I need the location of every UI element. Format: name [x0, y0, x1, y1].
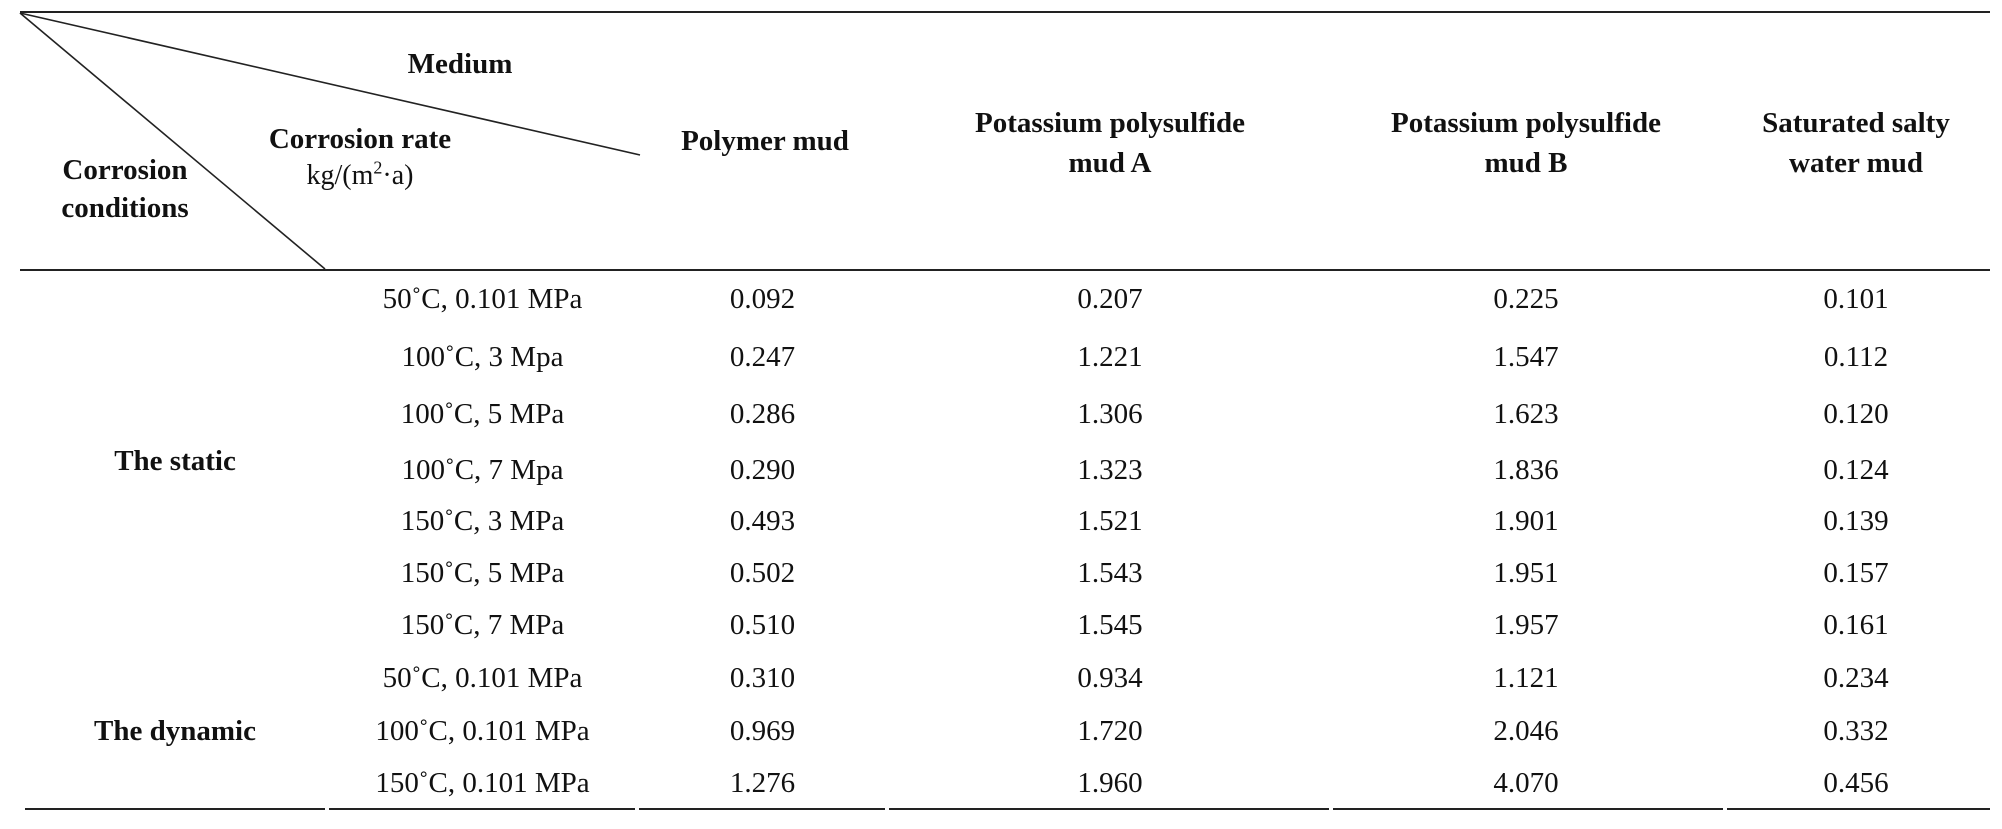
- table-row-condition: 150˚C, 5 MPa: [400, 557, 565, 589]
- column-header-polymer-mud: Polymer mud: [681, 125, 849, 157]
- table-cell: 0.332: [1823, 715, 1889, 747]
- table-cell: 0.247: [729, 341, 796, 373]
- table-cell: 0.161: [1823, 609, 1889, 641]
- table-cell: 0.112: [1823, 341, 1889, 373]
- table-cell: 1.521: [1077, 505, 1143, 537]
- table-cell: 1.543: [1077, 557, 1143, 589]
- group-label-dynamic: The dynamic: [94, 715, 256, 747]
- table-cell: 1.545: [1077, 609, 1143, 641]
- table-cell: 0.101: [1823, 283, 1889, 315]
- table-row-condition: 150˚C, 0.101 MPa: [375, 767, 590, 799]
- table-cell: 0.124: [1823, 454, 1889, 486]
- table-cell: 1.960: [1077, 767, 1143, 799]
- table-row-condition: 150˚C, 3 MPa: [400, 505, 565, 537]
- table-cell: 1.720: [1077, 715, 1143, 747]
- corrosion-rate-unit: kg/(m2·a): [306, 157, 414, 191]
- table-cell: 0.120: [1823, 398, 1889, 430]
- table-row-condition: 50˚C, 0.101 MPa: [382, 283, 583, 315]
- table-cell: 0.969: [729, 715, 796, 747]
- table-cell: 0.157: [1823, 557, 1889, 589]
- corrosion-conditions-label: Corrosion conditions: [61, 154, 189, 224]
- header-bottom-rule: [20, 269, 1990, 271]
- table-cell: 1.276: [729, 767, 796, 799]
- table-row-condition: 100˚C, 7 Mpa: [401, 454, 564, 486]
- table-cell: 0.934: [1077, 662, 1143, 694]
- table-row-condition: 100˚C, 3 Mpa: [401, 341, 564, 373]
- column-header-saturated-salty-water: Saturated salty water mud: [1762, 107, 1950, 179]
- table-cell: 4.070: [1493, 767, 1559, 799]
- table-row-condition: 50˚C, 0.101 MPa: [382, 662, 583, 694]
- table-cell: 1.901: [1493, 505, 1559, 537]
- table-cell: 0.234: [1823, 662, 1889, 694]
- table-row-condition: 100˚C, 0.101 MPa: [375, 715, 590, 747]
- table-bottom-rule: [25, 808, 325, 810]
- table-row-condition: 100˚C, 5 MPa: [400, 398, 565, 430]
- table-top-rule: [20, 11, 1990, 13]
- table-cell: 1.547: [1493, 341, 1559, 373]
- table-cell: 1.957: [1493, 609, 1559, 641]
- table-cell: 1.623: [1493, 398, 1559, 430]
- table-row-condition: 150˚C, 7 MPa: [400, 609, 565, 641]
- table-bottom-rule: [889, 808, 1329, 810]
- table-cell: 0.225: [1493, 283, 1559, 315]
- table-cell: 1.221: [1077, 341, 1143, 373]
- table-cell: 2.046: [1493, 715, 1559, 747]
- table-cell: 0.510: [729, 609, 796, 641]
- table-cell: 0.290: [729, 454, 796, 486]
- medium-label: Medium: [407, 48, 513, 80]
- corrosion-rate-label: Corrosion rate: [268, 123, 452, 155]
- column-header-potassium-polysulfide-b: Potassium polysulfide mud B: [1391, 107, 1661, 179]
- table-bottom-rule: [639, 808, 885, 810]
- group-label-static: The static: [114, 445, 236, 477]
- table-cell: 0.286: [729, 398, 796, 430]
- table-cell: 1.306: [1077, 398, 1143, 430]
- table-cell: 0.502: [729, 557, 796, 589]
- table-bottom-rule: [1727, 808, 1990, 810]
- table-bottom-rule: [1333, 808, 1723, 810]
- table-cell: 0.456: [1823, 767, 1889, 799]
- table-cell: 0.207: [1077, 283, 1143, 315]
- table-cell: 1.951: [1493, 557, 1559, 589]
- column-header-potassium-polysulfide-a: Potassium polysulfide mud A: [975, 107, 1245, 179]
- table-bottom-rule: [329, 808, 635, 810]
- table-cell: 0.139: [1823, 505, 1889, 537]
- table-cell: 0.493: [729, 505, 796, 537]
- table-cell: 1.836: [1493, 454, 1559, 486]
- table-cell: 1.121: [1493, 662, 1559, 694]
- table-cell: 0.092: [729, 283, 796, 315]
- table-cell: 0.310: [729, 662, 796, 694]
- table-cell: 1.323: [1077, 454, 1143, 486]
